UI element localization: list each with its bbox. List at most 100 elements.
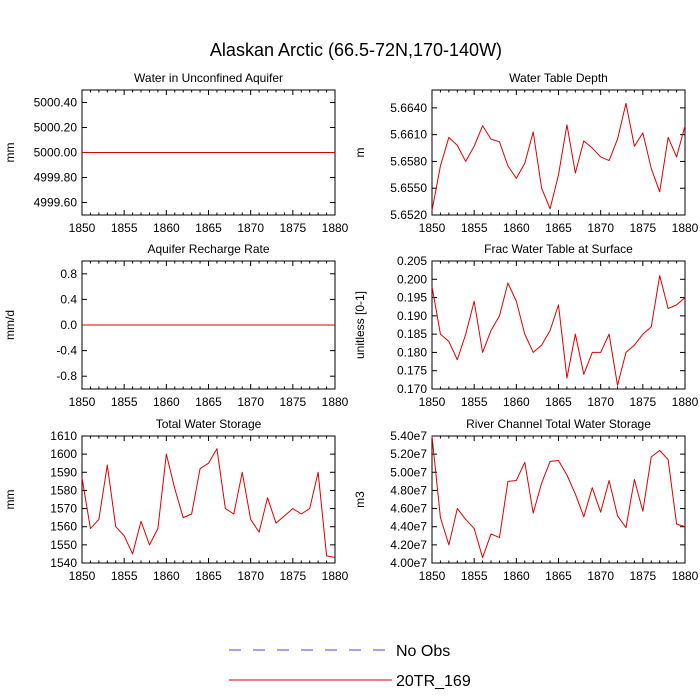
y-tick-label: 0.180 <box>397 345 427 359</box>
y-tick-label: 5.20e7 <box>390 447 427 461</box>
x-tick-label: 1865 <box>195 395 222 409</box>
panel-6: River Channel Total Water Storage m3 1850 1… <box>353 417 699 583</box>
x-tick-label: 1860 <box>153 569 180 583</box>
x-tick-label: 1880 <box>672 395 699 409</box>
plot-frame <box>431 435 686 564</box>
series-line <box>81 448 336 559</box>
x-tick-label: 1865 <box>545 569 572 583</box>
y-axis-label: m <box>353 148 367 158</box>
y-axis-label: mm <box>3 143 17 163</box>
y-axis-label: m3 <box>353 491 367 508</box>
y-tick-label: 1600 <box>50 447 77 461</box>
panel-3: Aquifer Recharge Rate mm/d 1850 1855 1860 186… <box>3 242 349 409</box>
y-tick-label: 5.6550 <box>390 181 427 195</box>
panel-title: Water Table Depth <box>509 71 608 85</box>
y-tick-label: -0.8 <box>56 369 77 383</box>
x-tick-label: 1860 <box>503 221 530 235</box>
x-tick-label: 1880 <box>672 221 699 235</box>
x-tick-label: 1870 <box>587 221 614 235</box>
y-tick-label: 0.195 <box>397 291 427 305</box>
y-tick-label: 4.00e7 <box>390 556 427 570</box>
x-tick-label: 1850 <box>69 569 96 583</box>
x-tick-label: 1865 <box>195 221 222 235</box>
y-axis-label: mm <box>3 490 17 510</box>
y-tick-label: 0.205 <box>397 254 427 268</box>
plot-frame <box>81 435 336 564</box>
x-tick-label: 1860 <box>153 221 180 235</box>
x-tick-label: 1875 <box>629 221 656 235</box>
x-tick-label: 1880 <box>672 569 699 583</box>
y-tick-label: 5000.40 <box>34 96 78 110</box>
y-tick-label: 5.6610 <box>390 128 427 142</box>
x-tick-label: 1850 <box>69 395 96 409</box>
y-tick-label: 5000.20 <box>34 121 78 135</box>
panel-title: Aquifer Recharge Rate <box>147 242 269 256</box>
y-tick-label: 0.4 <box>60 292 77 306</box>
y-tick-label: 1610 <box>50 429 77 443</box>
y-tick-label: 4.80e7 <box>390 483 427 497</box>
y-tick-label: 4999.80 <box>34 171 78 185</box>
x-tick-label: 1855 <box>461 569 488 583</box>
x-tick-label: 1870 <box>237 221 264 235</box>
x-tick-label: 1870 <box>237 569 264 583</box>
x-tick-label: 1875 <box>629 569 656 583</box>
y-tick-label: 1590 <box>50 465 77 479</box>
x-tick-label: 1850 <box>419 569 446 583</box>
y-tick-label: 1560 <box>50 520 77 534</box>
y-tick-label: 5.6640 <box>390 101 427 115</box>
y-tick-label: -0.4 <box>56 344 77 358</box>
panel-title: Water in Unconfined Aquifer <box>134 71 283 85</box>
y-tick-label: 5000.00 <box>34 146 78 160</box>
y-tick-label: 0.8 <box>60 267 77 281</box>
y-tick-label: 0.190 <box>397 309 427 323</box>
x-tick-label: 1870 <box>587 569 614 583</box>
series-line <box>431 102 686 211</box>
legend-label-20tr-169: 20TR_169 <box>396 673 471 690</box>
x-tick-label: 1860 <box>503 569 530 583</box>
panels: Water in Unconfined Aquifer mm 1850 1855 186… <box>3 71 699 583</box>
y-tick-label: 4.20e7 <box>390 538 427 552</box>
legend-label-no-obs: No Obs <box>396 643 450 660</box>
x-tick-label: 1870 <box>237 395 264 409</box>
y-tick-label: 4999.60 <box>34 196 78 210</box>
x-tick-label: 1880 <box>322 395 349 409</box>
x-tick-label: 1855 <box>111 221 138 235</box>
x-tick-label: 1875 <box>279 569 306 583</box>
x-tick-label: 1865 <box>195 569 222 583</box>
panel-title: River Channel Total Water Storage <box>466 417 651 431</box>
panel-5: Total Water Storage mm 1850 1855 1860 1865 187… <box>3 417 349 583</box>
x-tick-label: 1850 <box>69 221 96 235</box>
y-tick-label: 5.6520 <box>390 208 427 222</box>
y-tick-label: 5.00e7 <box>390 465 427 479</box>
series-line <box>431 435 686 559</box>
y-tick-label: 0.175 <box>397 364 427 378</box>
x-tick-label: 1850 <box>419 395 446 409</box>
y-tick-label: 0.0 <box>60 318 77 332</box>
x-tick-label: 1855 <box>461 395 488 409</box>
y-tick-label: 1570 <box>50 502 77 516</box>
x-tick-label: 1860 <box>503 395 530 409</box>
panel-4: Frac Water Table at Surface unitless [0-1… <box>353 242 699 409</box>
y-tick-label: 4.60e7 <box>390 502 427 516</box>
y-tick-label: 1540 <box>50 556 77 570</box>
y-tick-label: 1550 <box>50 538 77 552</box>
y-axis-label: mm/d <box>3 310 17 340</box>
x-tick-label: 1875 <box>279 221 306 235</box>
legend: No Obs 20TR_169 <box>229 643 471 690</box>
x-tick-label: 1850 <box>419 221 446 235</box>
x-tick-label: 1875 <box>629 395 656 409</box>
main-title: Alaskan Arctic (66.5-72N,170-140W) <box>210 40 502 60</box>
x-tick-label: 1865 <box>545 395 572 409</box>
y-tick-label: 4.40e7 <box>390 520 427 534</box>
x-tick-label: 1880 <box>322 569 349 583</box>
panel-2: Water Table Depth m 1850 1855 1860 1865 1870 18… <box>353 71 699 235</box>
x-tick-label: 1880 <box>322 221 349 235</box>
x-tick-label: 1855 <box>111 569 138 583</box>
y-tick-label: 0.185 <box>397 327 427 341</box>
series-line <box>431 275 686 386</box>
x-tick-label: 1870 <box>587 395 614 409</box>
y-tick-label: 5.6580 <box>390 154 427 168</box>
y-tick-label: 5.40e7 <box>390 429 427 443</box>
y-tick-label: 1580 <box>50 483 77 497</box>
